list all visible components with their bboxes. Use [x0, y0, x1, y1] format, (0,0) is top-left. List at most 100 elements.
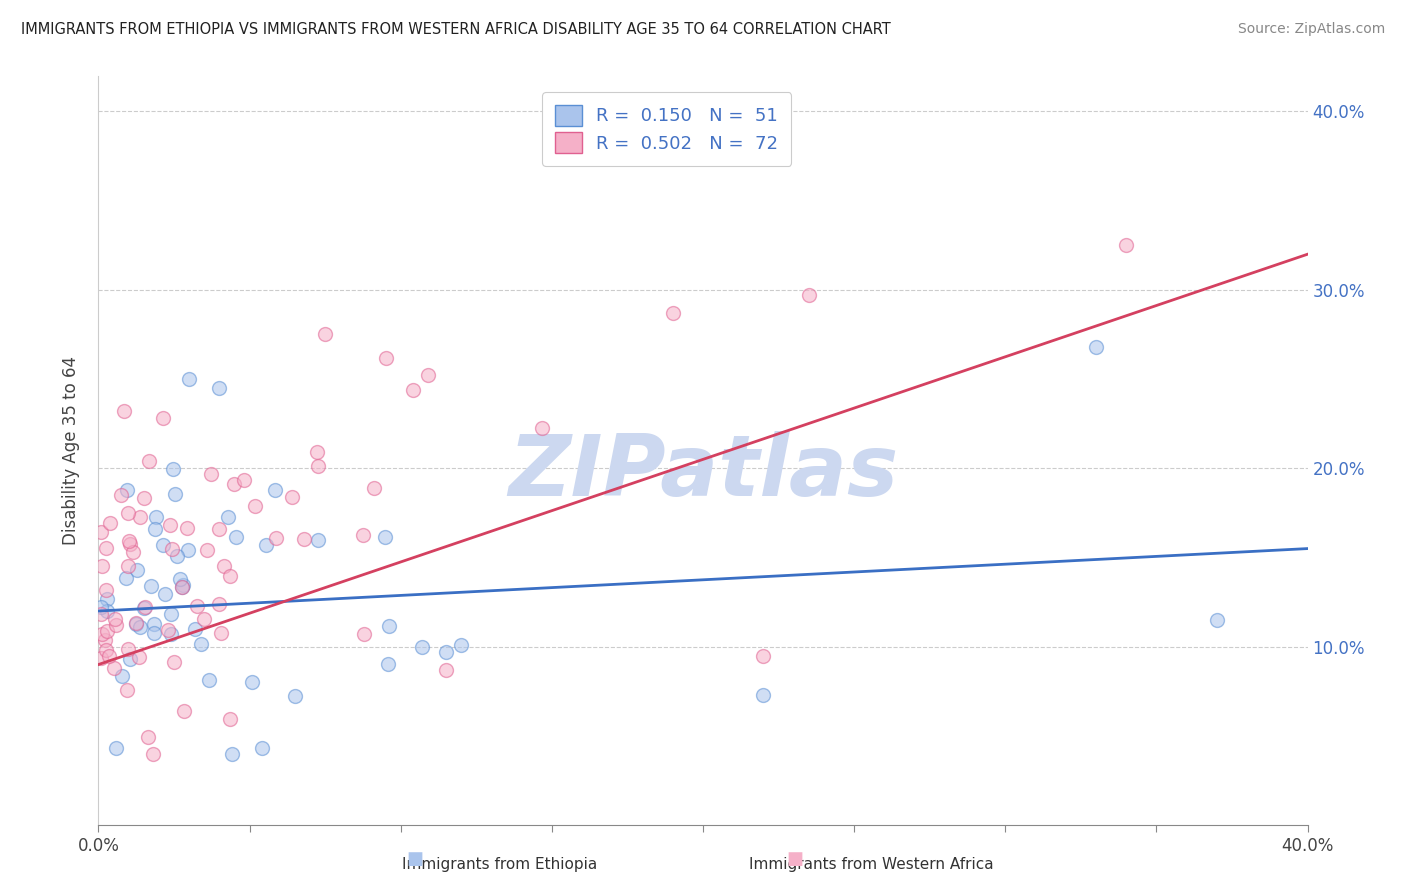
- Point: [103, 661, 125, 675]
- Point: [142, 617, 165, 632]
- Point: [160, 627, 183, 641]
- Point: [111, 669, 134, 683]
- Point: [434, 645, 457, 659]
- Point: [98, 649, 121, 664]
- Point: [173, 704, 195, 718]
- Y-axis label: Disability Age 35 to 64: Disability Age 35 to 64: [62, 356, 80, 545]
- Point: [90, 524, 112, 539]
- Point: [125, 617, 148, 632]
- Point: [208, 597, 231, 611]
- Point: [250, 741, 273, 756]
- Point: [138, 454, 160, 468]
- Point: [104, 618, 127, 632]
- Point: [142, 747, 165, 761]
- Point: [169, 573, 191, 587]
- Point: [139, 579, 162, 593]
- Point: [797, 288, 820, 302]
- Point: [96, 604, 118, 618]
- Point: [160, 542, 183, 557]
- Point: [132, 601, 155, 615]
- Point: [254, 539, 277, 553]
- Point: [120, 652, 142, 666]
- Point: [143, 522, 166, 536]
- Point: [416, 368, 439, 383]
- Point: [163, 487, 186, 501]
- Point: [284, 689, 307, 703]
- Point: [117, 483, 139, 497]
- Point: [240, 675, 263, 690]
- Point: [374, 530, 396, 544]
- Point: [1115, 238, 1137, 252]
- Point: [292, 532, 315, 546]
- Point: [232, 473, 254, 487]
- Point: [156, 623, 179, 637]
- Point: [90, 626, 112, 640]
- Point: [118, 537, 141, 551]
- Legend: R =  0.150   N =  51, R =  0.502   N =  72: R = 0.150 N = 51, R = 0.502 N = 72: [543, 93, 792, 166]
- Text: ■: ■: [786, 850, 803, 868]
- Point: [152, 411, 174, 425]
- Point: [531, 421, 554, 435]
- Point: [166, 549, 188, 563]
- Point: [125, 616, 148, 631]
- Point: [193, 612, 215, 626]
- Point: [353, 627, 375, 641]
- Text: ■: ■: [406, 850, 423, 868]
- Point: [110, 488, 132, 502]
- Text: ZIPatlas: ZIPatlas: [508, 432, 898, 515]
- Point: [172, 580, 194, 594]
- Point: [307, 444, 329, 458]
- Point: [1085, 340, 1108, 354]
- Point: [307, 459, 329, 474]
- Point: [134, 600, 156, 615]
- Text: Immigrants from Western Africa: Immigrants from Western Africa: [749, 857, 994, 872]
- Point: [128, 650, 150, 665]
- Text: Source: ZipAtlas.com: Source: ZipAtlas.com: [1237, 22, 1385, 37]
- Point: [136, 731, 159, 745]
- Point: [98, 516, 121, 530]
- Point: [96, 624, 118, 638]
- Point: [377, 657, 399, 671]
- Point: [172, 580, 194, 594]
- Point: [153, 587, 176, 601]
- Point: [115, 571, 138, 585]
- Point: [121, 545, 143, 559]
- Point: [94, 541, 117, 556]
- Point: [217, 509, 239, 524]
- Point: [104, 741, 127, 756]
- Point: [94, 632, 117, 647]
- Point: [163, 655, 186, 669]
- Point: [183, 622, 205, 636]
- Point: [112, 404, 135, 418]
- Point: [129, 509, 152, 524]
- Point: [128, 620, 150, 634]
- Point: [91, 558, 114, 573]
- Point: [94, 643, 117, 657]
- Point: [96, 582, 118, 597]
- Point: [264, 532, 287, 546]
- Point: [661, 306, 683, 320]
- Point: [378, 619, 401, 633]
- Point: [402, 383, 425, 397]
- Text: Immigrants from Ethiopia: Immigrants from Ethiopia: [402, 857, 596, 872]
- Point: [363, 482, 385, 496]
- Point: [104, 612, 127, 626]
- Point: [243, 499, 266, 513]
- Point: [176, 521, 198, 535]
- Point: [208, 381, 231, 395]
- Point: [374, 351, 396, 365]
- Point: [208, 522, 231, 536]
- Point: [281, 490, 304, 504]
- Point: [162, 461, 184, 475]
- Point: [352, 528, 374, 542]
- Point: [117, 642, 139, 657]
- Point: [1206, 613, 1229, 627]
- Point: [219, 713, 242, 727]
- Point: [198, 673, 221, 688]
- Point: [90, 600, 112, 615]
- Point: [132, 491, 155, 505]
- Point: [190, 637, 212, 651]
- Point: [752, 648, 775, 663]
- Point: [434, 663, 457, 677]
- Point: [172, 578, 194, 592]
